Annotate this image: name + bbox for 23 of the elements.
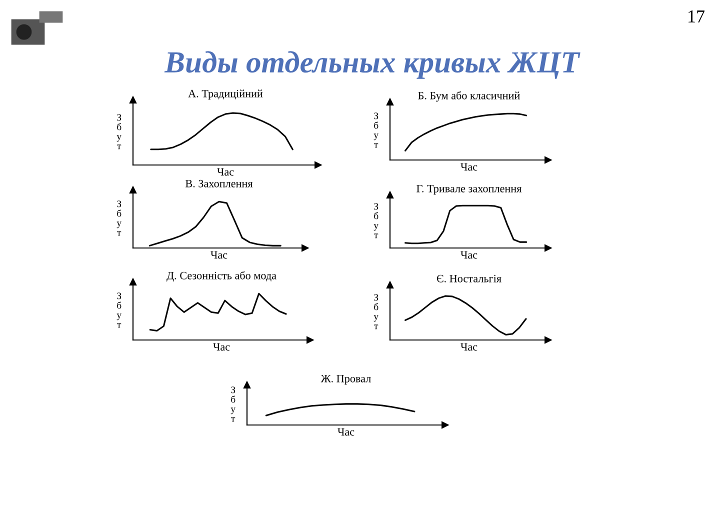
- y-axis-title: Збут: [374, 294, 379, 330]
- y-axis-title: Збут: [374, 203, 379, 238]
- y-axis-title: Збут: [116, 114, 122, 150]
- chart-title: Є. Ностальгія: [436, 274, 502, 282]
- x-axis-title: Час: [460, 343, 478, 351]
- y-axis-title: Збут: [230, 386, 236, 422]
- x-axis-title: Час: [460, 163, 478, 171]
- y-axis-title: Збут: [116, 292, 122, 328]
- chart-title: Б. Бум або класичний: [418, 91, 520, 102]
- chart-title: Г. Тривале захоплення: [416, 184, 522, 195]
- y-axis-title: Збут: [374, 112, 379, 148]
- x-axis-title: Час: [213, 343, 230, 351]
- x-axis-title: Час: [338, 428, 354, 436]
- x-axis-title: Час: [460, 251, 478, 259]
- chart-title: Д. Сезонність або мода: [166, 271, 276, 282]
- text: Виды отдельных кривых ЖЦТ: [164, 51, 580, 79]
- y-axis-title: Збут: [116, 200, 122, 236]
- x-axis-title: Час: [217, 168, 234, 176]
- chart-title: Ж. Провал: [320, 374, 371, 385]
- chart-title: В. Захоплення: [186, 180, 253, 188]
- x-axis-title: Час: [210, 251, 228, 259]
- text: 17: [688, 10, 704, 22]
- chart-title: А. Традиційний: [188, 90, 263, 100]
